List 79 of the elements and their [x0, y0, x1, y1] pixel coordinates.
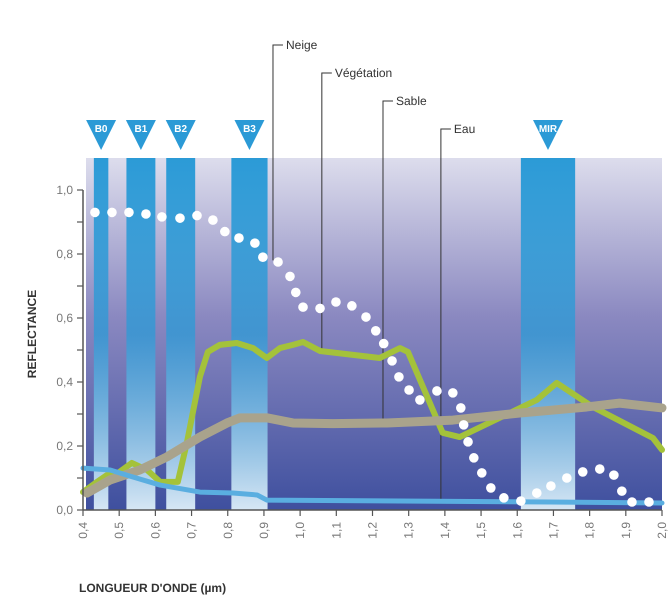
x-tick-label: 1,5	[474, 522, 488, 539]
point	[378, 338, 389, 348]
point	[208, 215, 218, 225]
x-axis-title: LONGUEUR D'ONDE (µm)	[79, 581, 226, 595]
annotation: Végétation	[334, 66, 392, 80]
x-tick-label: 1,6	[510, 522, 524, 539]
x-tick-label: 1,1	[329, 522, 344, 539]
point	[258, 252, 268, 262]
point	[486, 483, 496, 493]
band-label: MIR	[538, 124, 558, 135]
band-label: B3	[243, 124, 256, 135]
x-tick-label: 0,4	[76, 522, 90, 539]
point	[516, 496, 526, 506]
point	[157, 212, 167, 222]
x-tick-label: 0,7	[184, 522, 199, 539]
x-tick-label: 1,9	[618, 522, 633, 539]
x-tick-label: 0,6	[148, 522, 162, 539]
y-tick-label: 0,6	[56, 311, 74, 325]
band-label: B1	[134, 124, 148, 135]
y-tick-label: 0,4	[56, 375, 74, 389]
x-tick-label: 0,8	[220, 522, 235, 539]
point	[290, 288, 301, 298]
point	[432, 386, 442, 396]
point	[124, 208, 134, 218]
band-label: B0	[94, 124, 108, 135]
point	[361, 312, 371, 322]
x-tick-label: 0,9	[256, 522, 271, 539]
point	[578, 467, 588, 477]
point	[234, 233, 244, 243]
point	[546, 481, 556, 491]
point	[175, 213, 185, 223]
point	[476, 468, 487, 478]
y-tick-label: 0,0	[56, 503, 74, 517]
point	[469, 453, 479, 463]
point	[387, 356, 397, 366]
x-tick-label: 1,3	[402, 522, 416, 539]
point	[285, 272, 295, 282]
x-tick-label: 1,4	[438, 522, 452, 539]
point	[499, 493, 509, 503]
annotation: Sable	[396, 94, 428, 108]
point	[415, 395, 425, 405]
x-tick-label: 2,0	[655, 522, 669, 539]
point	[609, 470, 619, 480]
annotation: Eau	[454, 122, 476, 136]
point	[220, 226, 230, 236]
point	[347, 301, 357, 311]
point	[594, 464, 605, 474]
point	[370, 326, 381, 336]
point	[90, 208, 100, 218]
point	[315, 304, 325, 314]
point	[463, 437, 473, 447]
x-tick-label: 1,2	[366, 522, 380, 539]
point	[627, 497, 637, 507]
point	[141, 209, 151, 219]
band-label: B2	[174, 124, 188, 135]
point	[404, 385, 414, 395]
x-tick-label: 1,0	[293, 522, 308, 539]
point	[250, 238, 260, 248]
x-tick-label: 1,8	[582, 522, 597, 539]
point	[644, 497, 654, 507]
y-tick-label: 0,2	[56, 439, 74, 453]
y-tick-label: 1,0	[56, 183, 74, 197]
point	[273, 257, 283, 267]
x-tick-label: 1,7	[546, 522, 560, 539]
point	[456, 403, 466, 413]
point	[458, 420, 468, 430]
point	[448, 388, 458, 398]
y-tick-label: 0,8	[56, 247, 74, 261]
point	[617, 486, 627, 496]
point	[107, 208, 117, 218]
point	[562, 473, 572, 483]
y-axis-title: REFLECTANCE	[25, 290, 39, 378]
x-tick-label: 0,5	[112, 522, 126, 539]
annotation: Neige	[286, 38, 318, 52]
point	[298, 302, 308, 312]
point	[532, 488, 542, 498]
point	[394, 372, 404, 382]
point	[192, 210, 202, 220]
point	[331, 297, 341, 307]
